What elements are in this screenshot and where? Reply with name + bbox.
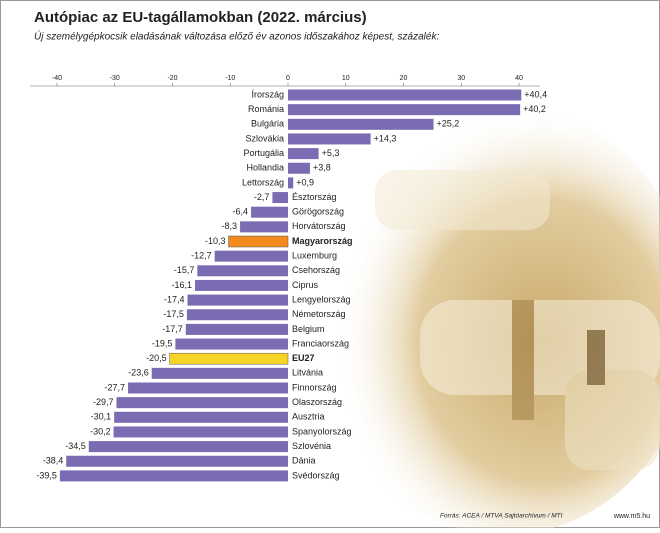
bar	[151, 367, 288, 379]
bar	[88, 441, 288, 453]
value-label: -12,7	[191, 251, 212, 261]
bar	[240, 221, 288, 233]
value-label: -38,4	[43, 456, 64, 466]
value-label: -34,5	[65, 441, 86, 451]
category-label: Finnország	[292, 382, 337, 392]
category-label: Belgium	[292, 324, 325, 334]
category-label: Portugália	[243, 148, 284, 158]
category-label: Litvánia	[292, 368, 323, 378]
category-label: Horvátország	[292, 221, 346, 231]
bar	[187, 294, 288, 306]
value-label: -2,7	[254, 192, 270, 202]
bar	[185, 323, 288, 335]
bar	[113, 426, 288, 438]
value-label: +40,2	[523, 104, 546, 114]
chart-subtitle: Új személygépkocsik eladásának változása…	[34, 30, 439, 43]
bar	[288, 162, 310, 174]
category-label: Románia	[248, 104, 284, 114]
value-label: -17,5	[163, 309, 184, 319]
value-label: -10,3	[205, 236, 226, 246]
value-label: -29,7	[93, 397, 114, 407]
x-tick-label: -30	[110, 75, 120, 82]
value-label: -27,7	[105, 382, 126, 392]
bar	[214, 250, 288, 262]
bar	[195, 279, 288, 291]
value-label: +5,3	[322, 148, 340, 158]
category-label: Szlovákia	[245, 133, 284, 143]
category-label: Németország	[292, 309, 346, 319]
category-label: Dánia	[292, 456, 316, 466]
source: Forrás: ACEA / MTVA Sajtóarchívum / MTI	[440, 513, 563, 520]
value-label: +14,3	[374, 133, 397, 143]
value-label: -15,7	[174, 265, 195, 275]
category-label: Lettország	[242, 177, 284, 187]
website: www.m5.hu	[613, 513, 650, 520]
x-tick-label: -20	[167, 75, 177, 82]
bar	[186, 309, 288, 321]
chart-title: Autópiac az EU-tagállamokban (2022. márc…	[34, 9, 367, 26]
x-tick-label: 10	[342, 75, 350, 82]
bar	[169, 352, 289, 365]
category-label: Csehország	[292, 265, 340, 275]
category-label: EU27	[292, 353, 315, 363]
category-label: Görögország	[292, 207, 344, 217]
category-label: Spanyolország	[292, 426, 352, 436]
value-label: +3,8	[313, 163, 331, 173]
bar	[175, 338, 288, 350]
category-label: Szlovénia	[292, 441, 331, 451]
category-label: Franciaország	[292, 338, 349, 348]
category-label: Írország	[251, 89, 284, 99]
bar	[197, 265, 288, 277]
x-tick-label: 0	[286, 75, 290, 82]
bar	[59, 470, 289, 482]
category-label: Svédország	[292, 470, 340, 480]
value-label: +0,9	[296, 177, 314, 187]
bar	[288, 118, 434, 130]
bar	[114, 411, 288, 423]
value-label: -30,2	[90, 426, 111, 436]
category-label: Hollandia	[246, 163, 284, 173]
value-label: -17,4	[164, 294, 185, 304]
bar	[66, 455, 289, 467]
value-label: -30,1	[91, 412, 112, 422]
bar	[128, 382, 288, 394]
bar	[251, 206, 288, 218]
x-tick-label: 20	[400, 75, 408, 82]
category-label: Luxemburg	[292, 251, 337, 261]
value-label: -23,6	[128, 368, 149, 378]
bar	[288, 148, 319, 160]
bar	[116, 397, 288, 409]
category-label: Ausztria	[292, 412, 325, 422]
bar	[288, 89, 522, 101]
category-label: Lengyelország	[292, 294, 351, 304]
category-label: Bulgária	[251, 119, 284, 129]
value-label: -19,5	[152, 338, 173, 348]
bar	[288, 133, 371, 145]
category-label: Magyarország	[292, 236, 353, 246]
value-label: +40,4	[524, 89, 547, 99]
bar	[228, 235, 289, 248]
x-tick-label: -40	[52, 75, 62, 82]
value-label: -20,5	[146, 353, 167, 363]
bar	[288, 177, 294, 189]
value-label: +25,2	[437, 119, 460, 129]
value-label: -6,4	[233, 207, 249, 217]
category-label: Olaszország	[292, 397, 342, 407]
value-label: -8,3	[222, 221, 238, 231]
value-label: -16,1	[172, 280, 193, 290]
bar	[272, 192, 288, 204]
value-label: -39,5	[36, 470, 57, 480]
x-tick-label: 30	[457, 75, 465, 82]
category-label: Ciprus	[292, 280, 319, 290]
value-label: -17,7	[162, 324, 183, 334]
photo-cars	[375, 170, 660, 470]
x-tick-label: 40	[515, 75, 523, 82]
x-tick-label: -10	[225, 75, 235, 82]
category-label: Észtország	[292, 192, 337, 202]
bar	[288, 104, 521, 116]
